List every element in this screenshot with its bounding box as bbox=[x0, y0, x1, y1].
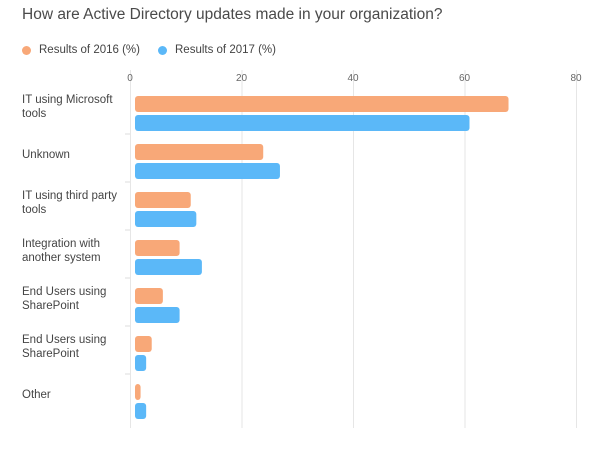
category-label: End Users using SharePoint bbox=[22, 286, 107, 312]
x-tick-label: 40 bbox=[347, 73, 359, 84]
bar-2016-0 bbox=[135, 96, 509, 112]
bar-2016-5 bbox=[135, 336, 152, 352]
bar-2017-0 bbox=[135, 115, 470, 131]
bar-2017-2 bbox=[135, 211, 197, 227]
bar-2017-5 bbox=[135, 355, 147, 371]
bar-2017-4 bbox=[135, 307, 180, 323]
bar-2016-1 bbox=[135, 144, 264, 160]
legend-label-2017: Results of 2017 (%) bbox=[175, 44, 276, 56]
x-tick-label: 0 bbox=[127, 73, 133, 84]
chart-title: How are Active Directory updates made in… bbox=[22, 6, 443, 23]
category-label: Other bbox=[22, 389, 51, 401]
bar-2017-6 bbox=[135, 403, 147, 419]
x-tick-label: 20 bbox=[236, 73, 248, 84]
x-tick-label: 80 bbox=[570, 73, 582, 84]
legend-item-2016[interactable]: Results of 2016 (%) bbox=[22, 44, 140, 56]
category-label: IT using third party tools bbox=[22, 190, 118, 216]
legend-swatch-2016 bbox=[22, 45, 31, 55]
legend-item-2017[interactable]: Results of 2017 (%) bbox=[158, 44, 276, 56]
bar-2016-2 bbox=[135, 192, 191, 208]
bar-2016-4 bbox=[135, 288, 163, 304]
x-tick-label: 60 bbox=[459, 73, 471, 84]
legend-label-2016: Results of 2016 (%) bbox=[39, 44, 140, 56]
legend: Results of 2016 (%) Results of 2017 (%) bbox=[22, 44, 294, 56]
bar-2017-3 bbox=[135, 259, 202, 275]
category-label: IT using Microsoft tools bbox=[22, 94, 113, 120]
category-label: Integration with another system bbox=[22, 238, 101, 264]
category-label: Unknown bbox=[22, 149, 70, 161]
bar-2016-6 bbox=[135, 384, 141, 400]
bar-2016-3 bbox=[135, 240, 180, 256]
legend-swatch-2017 bbox=[158, 45, 167, 55]
category-label: End Users using SharePoint bbox=[22, 334, 107, 360]
bar-2017-1 bbox=[135, 163, 280, 179]
